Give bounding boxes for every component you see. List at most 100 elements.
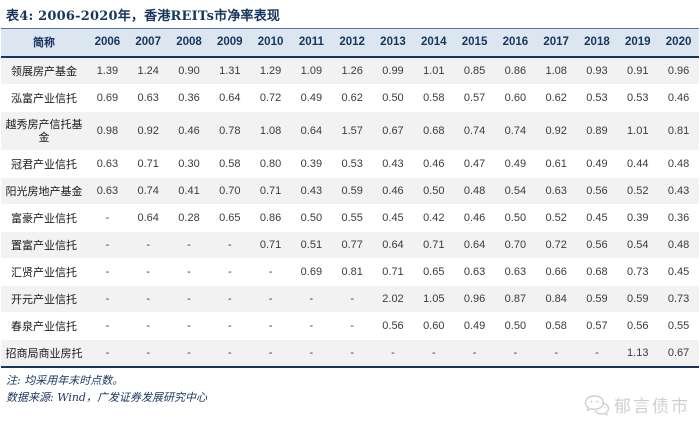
reit-name-cell: 置富产业信托 [11,238,77,252]
pb-value-cell: - [350,293,355,305]
year-header: 2013 [380,36,406,48]
pb-value-cell: 0.46 [667,92,690,104]
year-header: 2007 [135,36,161,48]
pb-value-cell: 0.46 [463,212,486,224]
pb-value-cell: 0.67 [667,347,690,359]
pb-value-cell: - [105,266,110,278]
pb-value-cell: - [554,347,558,359]
pb-value-cell: 0.55 [341,212,363,224]
pb-value-cell: 2.02 [382,293,404,305]
pb-value-cell: 0.63 [504,266,527,278]
pb-value-cell: 0.45 [586,212,608,224]
pb-value-cell: 1.57 [341,125,363,137]
pb-value-cell: 0.45 [382,212,404,224]
pb-value-cell: - [146,239,151,251]
table-footnotes: 注: 均采用年末时点数。 数据来源: Wind，广发证券发展研究中心 [0,368,700,406]
pb-value-cell: 0.96 [463,293,486,305]
pb-value-cell: - [105,320,110,332]
pb-value-cell: 1.39 [96,65,119,77]
pb-value-cell: 0.58 [545,320,567,332]
pb-value-cell: 0.47 [463,158,486,170]
pb-value-cell: 0.50 [300,212,323,224]
pb-value-cell: 0.50 [504,212,527,224]
table-row: 春泉产业信托 - - - - - - - 0.56 0.60 0.49 0.50 0.58 0.57 0.5… [1,312,699,340]
pb-value-cell: - [187,293,191,305]
pb-value-cell: 0.74 [137,185,159,197]
pb-value-cell: 0.43 [300,185,323,197]
pb-value-cell: 0.56 [586,185,608,197]
pb-value-cell: - [391,347,395,359]
pb-value-cell: 0.36 [178,92,200,104]
pb-value-cell: - [268,293,273,305]
pb-value-cell: 0.57 [586,320,608,332]
pb-value-cell: 0.36 [667,212,690,224]
pb-value-cell: 0.56 [382,320,404,332]
reit-name-cell: 富豪产业信托 [11,211,77,225]
pb-value-cell: - [105,212,110,224]
pb-value-cell: - [309,320,314,332]
pb-value-cell: 0.63 [545,185,567,197]
pb-value-cell: 0.56 [586,239,608,251]
pb-value-cell: - [146,347,151,359]
pb-value-cell: 0.89 [586,125,608,137]
year-header: 2020 [665,36,692,48]
pb-value-cell: 0.59 [341,185,363,197]
year-header: 2011 [298,36,324,48]
pb-value-cell: 0.53 [341,158,363,170]
pb-value-cell: 0.57 [463,92,486,104]
table-row: 泓富产业信托 0.69 0.63 0.36 0.64 0.72 0.49 0.62 0.50 0.… [1,84,699,112]
pb-value-cell: 0.77 [341,239,363,251]
pb-value-cell: - [187,266,191,278]
pb-value-cell: 0.45 [667,266,690,278]
year-header: 2014 [420,36,447,48]
reits-pb-table: 简称 2006 2007 2008 2009 2010 2011 2012 2013 2014 20… [1,28,699,368]
pb-value-cell: 1.09 [300,65,323,77]
year-header: 2018 [584,36,610,48]
pb-value-cell: 0.70 [504,239,527,251]
pb-value-cell: 0.28 [178,212,200,224]
pb-value-cell: 0.86 [259,212,282,224]
reit-name-cell: 招商局商业房托 [5,346,83,360]
pb-value-cell: 0.72 [545,239,567,251]
pb-value-cell: 0.84 [545,293,567,305]
pb-value-cell: 0.71 [259,239,282,251]
table-body: 领展房产基金 1.39 1.24 0.90 1.31 1.29 1.09 1.26 0.99 1.… [1,57,699,367]
reit-name-cell: 汇贤产业信托 [11,265,77,279]
pb-value-cell: 0.55 [667,320,690,332]
pb-value-cell: 0.67 [382,125,404,137]
pb-value-cell: 0.62 [545,92,567,104]
watermark-label: 郁言债市 [614,397,690,417]
pb-value-cell: 0.63 [96,158,119,170]
watermark: 郁言债市 [584,392,690,417]
pb-value-cell: - [227,320,232,332]
pb-value-cell: 1.31 [219,65,241,77]
pb-value-cell: 0.39 [627,212,649,224]
pb-value-cell: 0.59 [586,293,608,305]
pb-value-cell: 0.96 [667,65,690,77]
pb-value-cell: - [187,320,191,332]
reit-name-cell: 越秀房产信托基金 [5,118,83,144]
table-row: 冠君产业信托 0.63 0.71 0.30 0.58 0.80 0.39 0.53 0.43 0.… [1,150,699,178]
table-row: 招商局商业房托 - - - - - - - - - - - - - 1.13 0.67 [1,339,699,367]
pb-value-cell: 1.08 [545,65,567,77]
pb-value-cell: 0.64 [300,125,323,137]
pb-value-cell: 0.41 [178,185,200,197]
pb-value-cell: 0.30 [178,158,200,170]
pb-value-cell: 0.53 [627,92,649,104]
pb-value-cell: 0.64 [137,212,159,224]
pb-value-cell: 0.50 [504,320,527,332]
pb-value-cell: - [350,347,355,359]
pb-value-cell: - [595,347,599,359]
table-row: 阳光房地产基金 0.63 0.74 0.41 0.70 0.71 0.43 0.59 0.46 0… [1,177,699,205]
table-note: 注: 均采用年末时点数。 [6,374,124,387]
year-header: 2009 [216,36,243,48]
pb-value-cell: - [146,320,151,332]
pb-value-cell: - [472,347,477,359]
reit-name-cell: 阳光房地产基金 [5,184,83,198]
pb-value-cell: 0.98 [96,125,119,137]
pb-value-cell: - [146,293,151,305]
header-row: 简称 2006 2007 2008 2009 2010 2011 2012 2013 2014 20… [1,28,699,57]
pb-value-cell: 0.50 [423,185,445,197]
pb-value-cell: - [309,293,314,305]
